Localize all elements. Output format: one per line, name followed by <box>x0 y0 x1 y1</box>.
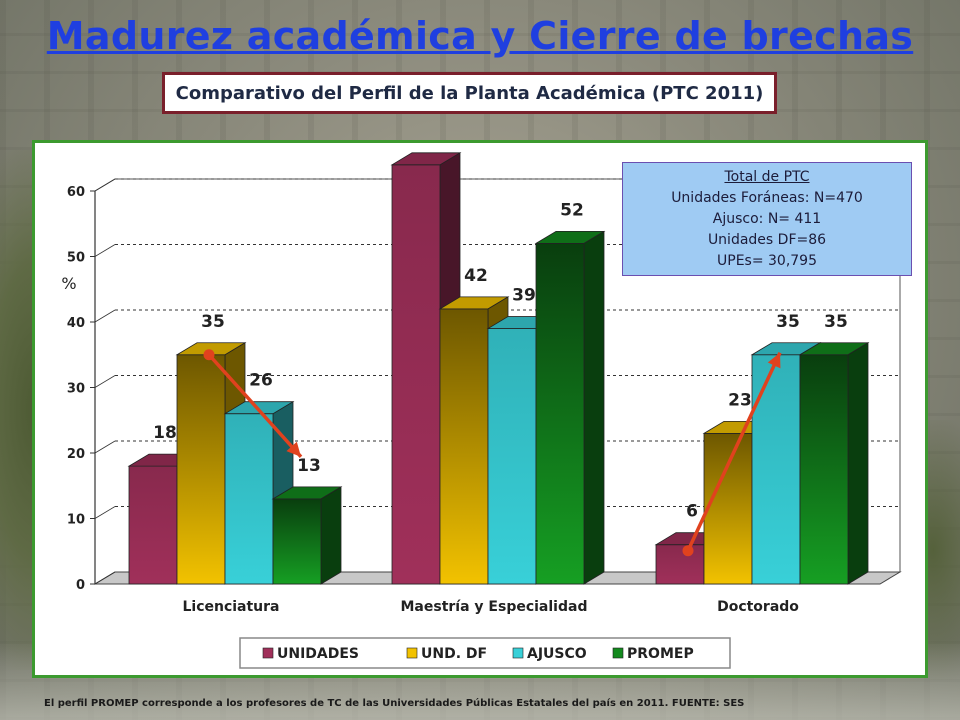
ytick-diag-40 <box>94 309 116 323</box>
data-label-1-2: 39 <box>512 286 536 306</box>
trend-arrow-start-1 <box>682 545 694 557</box>
bar-side-1-3 <box>583 230 605 585</box>
page-title: Madurez académica y Cierre de brechas <box>46 14 914 58</box>
category-label-0: Licenciatura <box>182 599 279 615</box>
data-label-2-3: 35 <box>824 312 848 332</box>
bar-2-0 <box>655 544 705 585</box>
info-line-foraneas: Unidades Foráneas: N=470 <box>671 190 863 206</box>
footnote: El perfil PROMEP corresponde a los profe… <box>44 698 745 709</box>
bar-top-0-3 <box>271 486 343 500</box>
ytick-diag-10 <box>94 506 116 519</box>
bar-top-2-3 <box>798 342 870 356</box>
data-label-2-1: 23 <box>728 390 752 410</box>
y-axis-label: % <box>61 274 76 293</box>
info-line-ajusco: Ajusco: N= 411 <box>712 211 822 227</box>
bar-0-2 <box>224 413 274 585</box>
ytick-label-30: 30 <box>67 382 85 397</box>
trend-arrow-0 <box>207 353 303 459</box>
data-label-1-3: 52 <box>560 200 584 220</box>
info-line-upes: UPEs= 30,795 <box>717 253 817 269</box>
ytick-label-20: 20 <box>67 447 85 462</box>
bar-1-3 <box>535 243 585 585</box>
info-line-df: Unidades DF=86 <box>707 232 827 248</box>
bar-side-2-3 <box>847 342 869 585</box>
bar-top-1-3 <box>534 231 606 244</box>
info-box-title: Total de PTC <box>724 169 810 185</box>
legend-label-1: UND. DF <box>421 646 487 662</box>
bar-side-0-3 <box>320 486 342 585</box>
category-label-1: Maestría y Especialidad <box>401 599 588 615</box>
legend-box <box>239 637 731 669</box>
trend-arrow-head-1 <box>767 352 781 369</box>
data-label-1-1: 42 <box>464 266 488 286</box>
data-label-2-0: 6 <box>686 502 698 522</box>
trend-arrow-head-0 <box>286 441 301 457</box>
data-label-0-1: 35 <box>201 312 225 332</box>
chart-panel: 0102030405060%18352613Licenciatura644239… <box>32 140 928 678</box>
subtitle-box: Comparativo del Perfil de la Planta Acad… <box>162 72 777 114</box>
legend-label-3: PROMEP <box>627 646 694 662</box>
ytick-label-40: 40 <box>67 316 85 331</box>
bar-0-0 <box>128 465 178 585</box>
bar-2-1 <box>703 432 753 585</box>
info-box: Total de PTC Unidades Foráneas: N=470 Aj… <box>622 162 912 276</box>
ytick-diag-0 <box>94 571 116 585</box>
bar-1-0 <box>391 164 441 585</box>
bar-top-1-1 <box>438 296 510 310</box>
bar-0-3 <box>272 498 322 585</box>
bar-2-3 <box>799 354 849 585</box>
data-label-0-2: 26 <box>249 371 273 391</box>
bar-0-1 <box>176 354 226 585</box>
category-label-2: Doctorado <box>717 599 799 615</box>
data-label-2-2: 35 <box>776 312 800 332</box>
legend-swatch-1 <box>406 647 418 659</box>
trend-arrow-1 <box>686 352 782 552</box>
legend-swatch-3 <box>612 647 624 659</box>
ytick-label-60: 60 <box>67 185 85 200</box>
ytick-label-10: 10 <box>67 513 85 528</box>
bar-1-1 <box>439 308 489 585</box>
subtitle-text: Comparativo del Perfil de la Planta Acad… <box>175 82 764 104</box>
bar-2-2 <box>751 354 801 585</box>
ytick-label-0: 0 <box>76 578 85 593</box>
ytick-diag-20 <box>94 440 116 454</box>
ytick-diag-60 <box>94 178 116 192</box>
legend-swatch-0 <box>262 647 274 659</box>
bar-chart: 0102030405060%18352613Licenciatura644239… <box>61 152 902 669</box>
bar-top-1-0 <box>390 152 462 166</box>
data-label-0-0: 18 <box>153 423 177 443</box>
ytick-diag-50 <box>94 244 116 257</box>
data-label-0-3: 13 <box>297 456 321 476</box>
ytick-label-50: 50 <box>67 251 85 266</box>
trend-arrow-start-0 <box>203 349 215 361</box>
legend-label-2: AJUSCO <box>527 646 587 662</box>
ytick-diag-30 <box>94 375 116 388</box>
legend-label-0: UNIDADES <box>277 646 359 662</box>
bar-1-2 <box>487 328 537 585</box>
legend-swatch-2 <box>512 647 524 659</box>
